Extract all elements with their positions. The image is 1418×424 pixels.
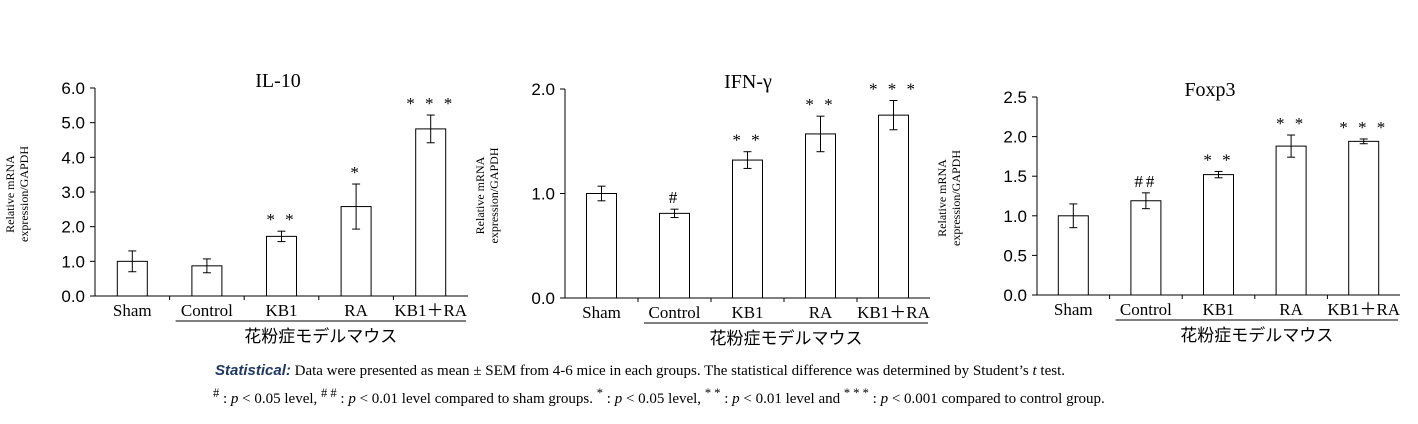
footnote-line-2: # : p < 0.05 level, # # : p < 0.01 level… xyxy=(213,386,1105,407)
footnote-text-1b: test. xyxy=(1036,363,1065,379)
chart3-y-tick-label: 0.5 xyxy=(1003,246,1027,265)
chart1-significance-label: * * * xyxy=(406,94,455,113)
chart1-category-label: KB1 xyxy=(265,301,297,320)
chart3-y-tick-label: 2.0 xyxy=(1003,128,1027,147)
chart3-significance-label: ## xyxy=(1134,172,1157,191)
chart3-bar xyxy=(1130,200,1162,296)
chart1-y-tick-label: 1.0 xyxy=(61,252,85,271)
chart1-y-tick-label: 2.0 xyxy=(61,218,85,237)
chart1-y-tick-label: 6.0 xyxy=(61,79,85,98)
chart3-bar xyxy=(1275,145,1307,296)
chart2-bar xyxy=(732,159,763,299)
chart3-significance-label: * * xyxy=(1203,150,1233,169)
chart1-y-tick-label: 3.0 xyxy=(61,183,85,202)
chart3-significance-label: * * xyxy=(1276,114,1306,133)
chart2-category-label: RA xyxy=(809,303,833,322)
chart3-group-label: 花粉症モデルマウス xyxy=(1180,325,1333,346)
sym-starstar: * * xyxy=(704,386,721,400)
chart3-significance-label: * * * xyxy=(1339,118,1388,137)
footnote-text-1a: Data were presented as mean ± SEM from 4… xyxy=(290,363,1033,379)
chart2-significance-label: # xyxy=(669,188,681,207)
footnote-lead: Statistical: xyxy=(215,362,291,379)
chart2-significance-label: * * xyxy=(732,131,762,150)
footnote: Statistical: Data were presented as mean… xyxy=(213,360,1395,410)
chart1-significance-label: * * xyxy=(266,210,296,229)
chart3-category-label: Control xyxy=(1120,300,1172,319)
chart3-title: Foxp3 xyxy=(1184,79,1235,101)
chart2-y-tick-label: 0.0 xyxy=(531,289,555,308)
chart1-y-tick-label: 5.0 xyxy=(61,114,85,133)
chart3-ylabel-line1: Relative mRNA xyxy=(935,159,949,237)
chart2-bar xyxy=(586,193,617,299)
sym-starstarstar: * * * xyxy=(843,386,869,400)
chart2-significance-label: * * * xyxy=(869,79,918,98)
chart1-category-label: KB1＋RA xyxy=(394,301,467,320)
chart3-y-tick-label: 0.0 xyxy=(1003,286,1027,305)
chart2-bar xyxy=(805,133,836,299)
chart2-category-label: Sham xyxy=(582,303,621,322)
chart2-category-label: Control xyxy=(649,303,701,322)
chart1-category-label: Sham xyxy=(113,301,152,320)
chart1-category-label: RA xyxy=(344,301,368,320)
chart2-title: IFN-γ xyxy=(724,71,772,93)
chart1-category-label: Control xyxy=(181,301,233,320)
chart3-bar xyxy=(1203,174,1234,296)
chart1-bar xyxy=(415,128,447,297)
chart1-y-tick-label: 0.0 xyxy=(61,287,85,306)
chart3-bar xyxy=(1348,140,1380,296)
chart3-category-label: RA xyxy=(1279,300,1303,319)
chart2-y-tick-label: 2.0 xyxy=(531,80,555,99)
chart1-ylabel-line2: expression/GAPDH xyxy=(17,146,31,242)
chart3-ylabel-line2: expression/GAPDH xyxy=(949,150,963,246)
chart1-y-tick-label: 4.0 xyxy=(61,148,85,167)
chart2-bar xyxy=(659,212,690,299)
chart2-ylabel-line1: Relative mRNA xyxy=(473,156,487,234)
chart3-y-tick-label: 2.5 xyxy=(1003,88,1027,107)
chart2-category-label: KB1 xyxy=(731,303,763,322)
chart1-title: IL-10 xyxy=(255,70,301,92)
chart3-y-tick-label: 1.5 xyxy=(1003,167,1027,186)
footnote-t: t xyxy=(1032,363,1037,379)
chart3-y-tick-label: 1.0 xyxy=(1003,207,1027,226)
sym-hash: # xyxy=(213,386,220,400)
chart2-bar xyxy=(878,114,909,299)
chart2-category-label: KB1＋RA xyxy=(857,303,930,322)
sym-hashhash: # # xyxy=(321,386,337,400)
footnote-line-1: Statistical: Data were presented as mean… xyxy=(215,360,1395,382)
chart1-bar xyxy=(266,235,297,297)
sym-star: * xyxy=(596,386,604,400)
chart1-group-label: 花粉症モデルマウス xyxy=(244,326,397,347)
chart2-ylabel-line2: expression/GAPDH xyxy=(487,147,501,243)
chart2-y-tick-label: 1.0 xyxy=(531,185,555,204)
chart3-category-label: Sham xyxy=(1054,300,1093,319)
chart2-significance-label: * * xyxy=(805,95,835,114)
chart1-significance-label: * xyxy=(350,163,362,182)
chart3-category-label: KB1＋RA xyxy=(1327,300,1400,319)
chart1-ylabel-line1: Relative mRNA xyxy=(3,155,17,233)
chart2-group-label: 花粉症モデルマウス xyxy=(710,328,863,349)
chart3-bar xyxy=(1057,215,1089,296)
chart3-category-label: KB1 xyxy=(1202,300,1234,319)
